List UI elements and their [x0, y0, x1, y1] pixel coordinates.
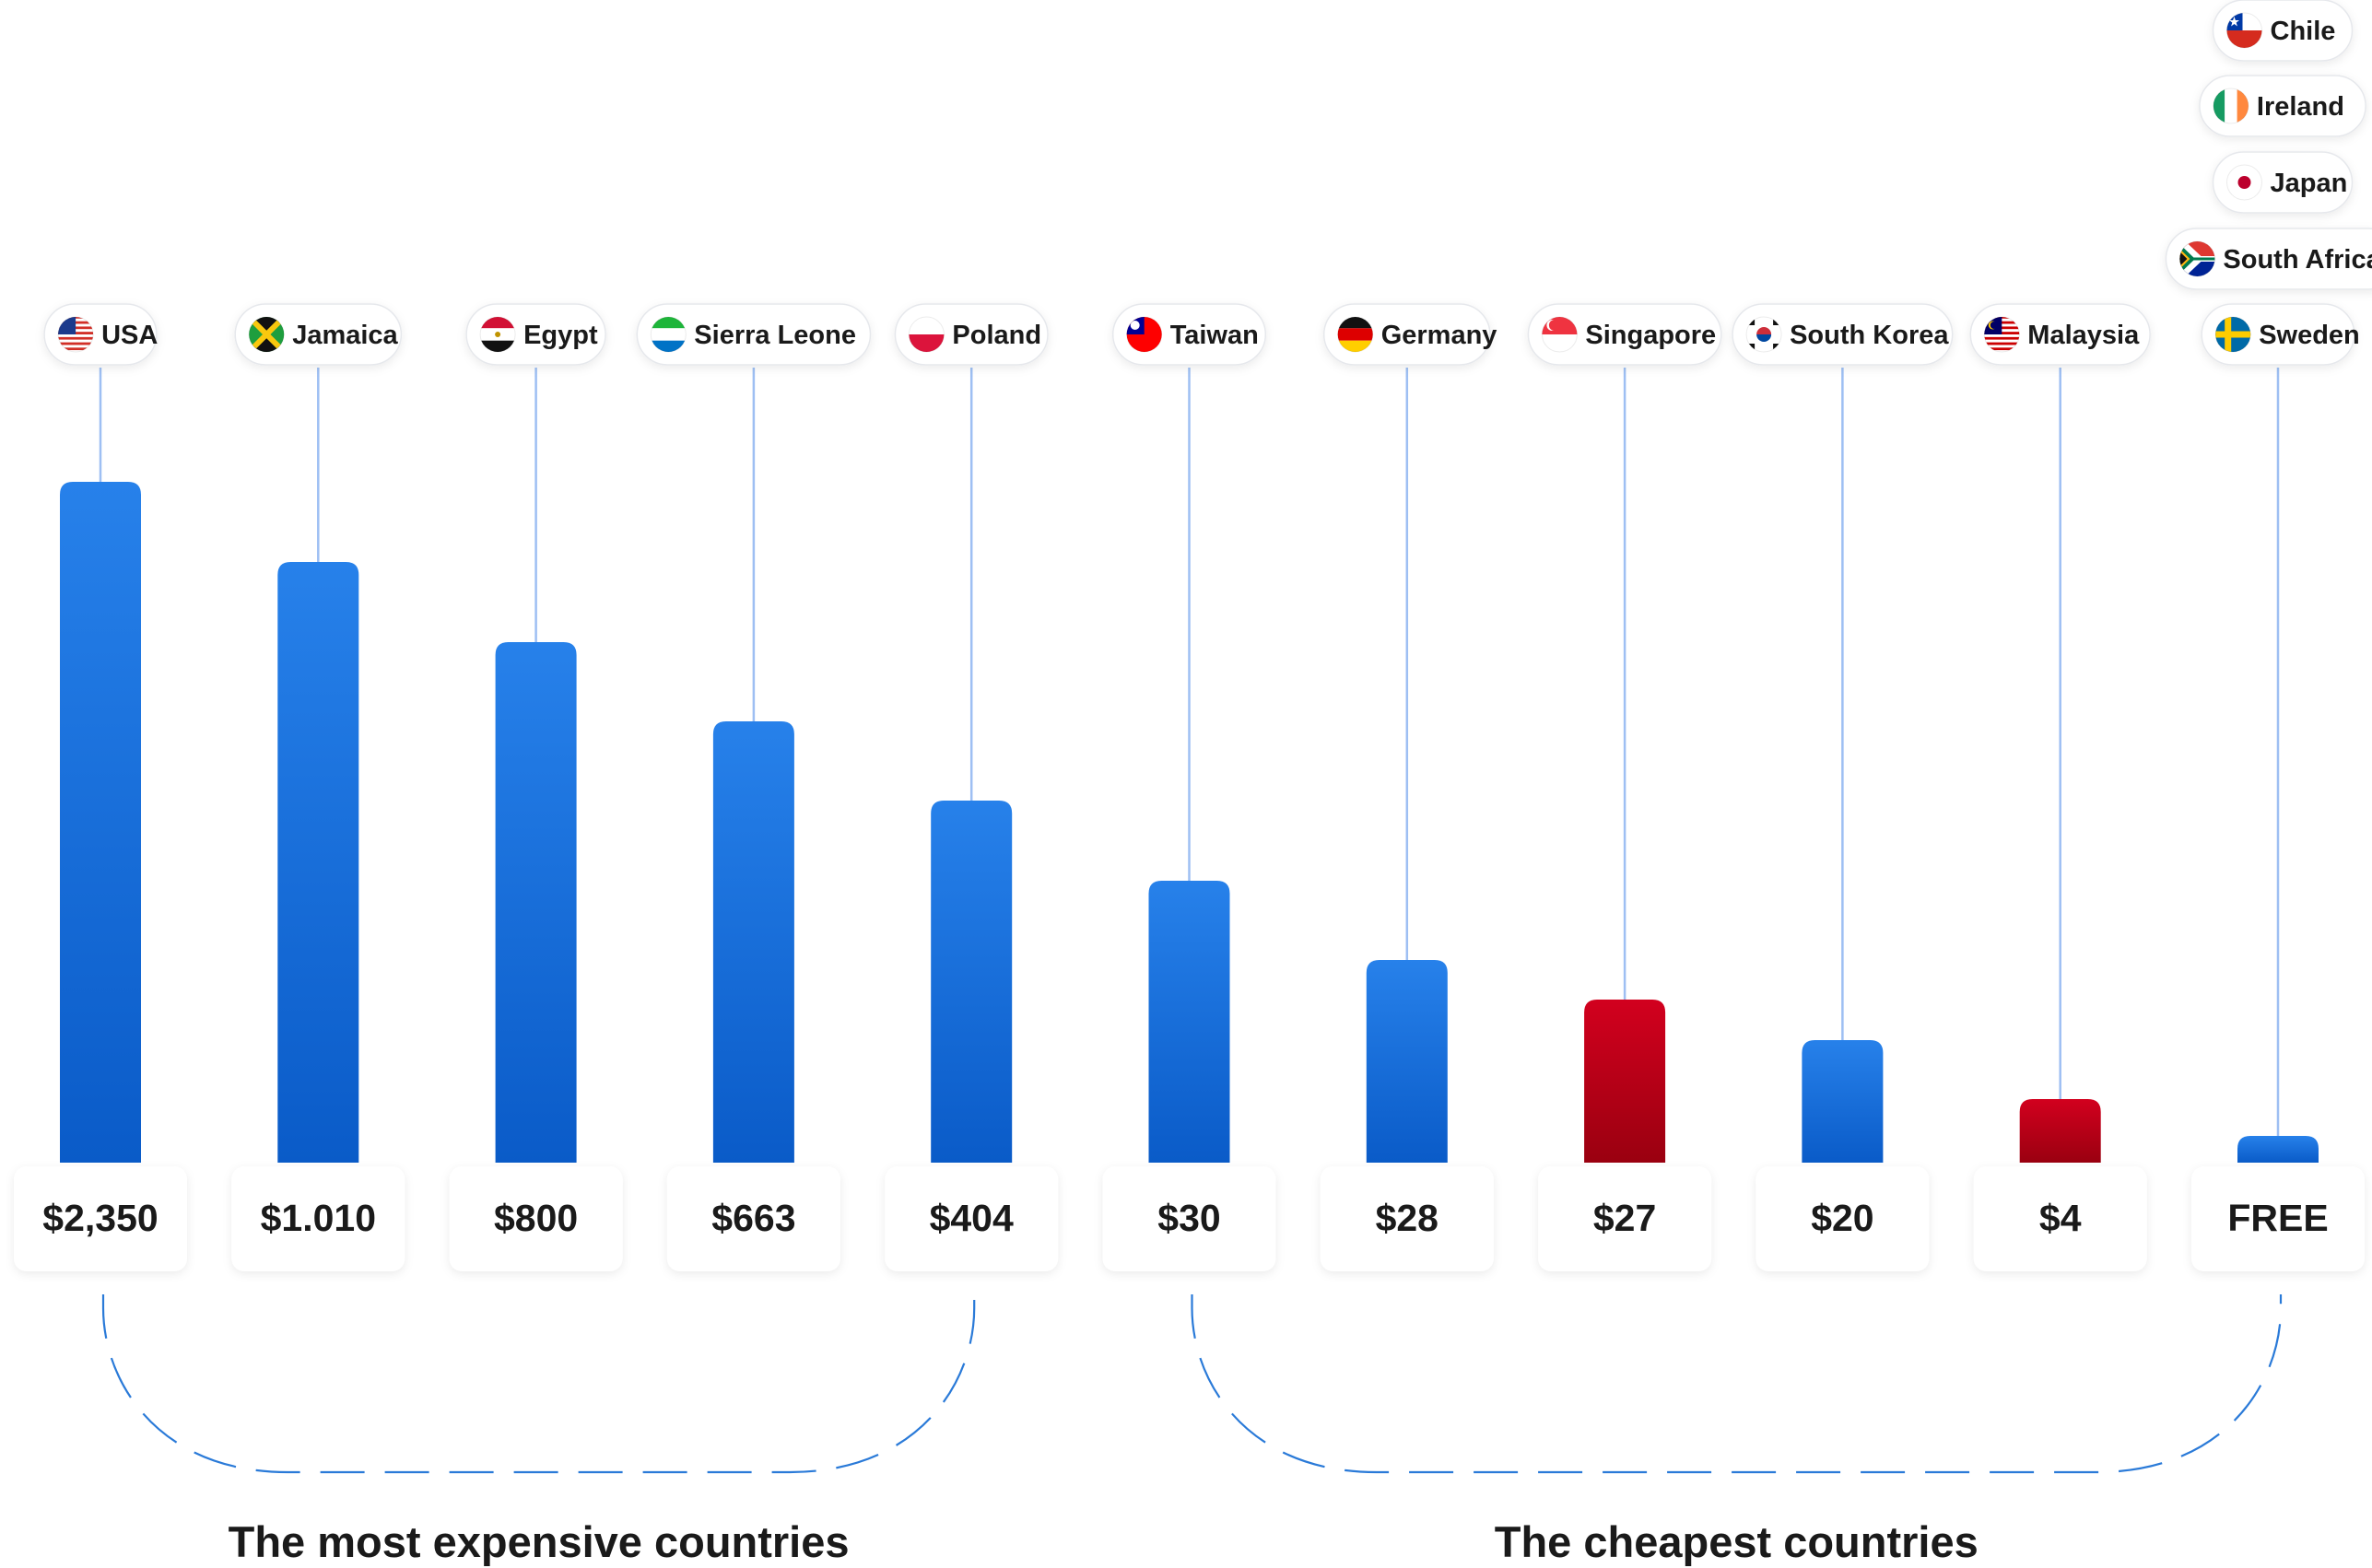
tick-label-south-africa-text: South Africa	[2223, 245, 2372, 275]
group-brace	[1191, 1294, 2283, 1474]
south-africa-flag-icon	[2178, 240, 2215, 277]
value-card: $800	[449, 1166, 623, 1271]
tick-label-malaysia-text: Malaysia	[2027, 321, 2140, 350]
group-title: The most expensive countries	[229, 1517, 850, 1566]
south-korea-flag-icon	[1745, 316, 1782, 353]
tick-label-poland: Poland	[894, 303, 1049, 366]
singapore-flag-icon	[1541, 316, 1578, 353]
bar-germany	[1366, 960, 1448, 1163]
malaysia-flag-icon	[1983, 316, 2020, 353]
bar-sweden	[2237, 1136, 2319, 1163]
data-label: $20	[1811, 1197, 1873, 1239]
data-label: $404	[930, 1197, 1014, 1239]
tick-label-south-korea: South Korea	[1732, 303, 1954, 366]
value-card: $4	[1973, 1166, 2147, 1271]
tick-label-malaysia: Malaysia	[1969, 303, 2151, 366]
tick-label-egypt: Egypt	[465, 303, 606, 366]
tick-label-sierra-leone: Sierra Leone	[636, 303, 872, 366]
taiwan-flag-icon	[1126, 316, 1163, 353]
sierra-leone-flag-icon	[650, 316, 687, 353]
data-label: $30	[1157, 1197, 1220, 1239]
poland-flag-icon	[908, 316, 945, 353]
tick-label-sweden: Sweden	[2201, 303, 2360, 366]
tick-label-ireland-text: Ireland	[2257, 92, 2344, 122]
data-label: FREE	[2227, 1197, 2328, 1239]
tick-label-poland-text: Poland	[952, 321, 1041, 350]
tick-label-south-africa: South Africa	[2165, 228, 2372, 290]
bar-egypt	[495, 642, 577, 1163]
tick-label-chile: Chile	[2212, 0, 2354, 62]
sweden-flag-icon	[2214, 316, 2251, 353]
value-card: $27	[1538, 1166, 1712, 1271]
tick-label-ireland: Ireland	[2199, 75, 2366, 137]
bar-singapore	[1584, 1000, 1666, 1163]
value-card: $30	[1102, 1166, 1276, 1271]
bar-jamaica	[277, 562, 359, 1163]
bar-taiwan	[1148, 881, 1230, 1163]
data-label: $800	[494, 1197, 578, 1239]
data-label: $1.010	[261, 1197, 376, 1239]
value-card: $1.010	[231, 1166, 405, 1271]
tick-label-south-korea-text: South Korea	[1790, 321, 1949, 350]
tick-label-germany: Germany	[1322, 303, 1497, 366]
group-title: The cheapest countries	[1495, 1517, 1979, 1566]
data-label: $2,350	[42, 1197, 158, 1239]
value-card: $404	[885, 1166, 1059, 1271]
tick-label-germany-text: Germany	[1381, 321, 1497, 350]
value-card: $663	[666, 1166, 840, 1271]
bar-malaysia	[2019, 1099, 2101, 1163]
data-label: $27	[1593, 1197, 1656, 1239]
bar-south-korea	[1802, 1040, 1884, 1163]
tick-label-singapore-text: Singapore	[1585, 321, 1716, 350]
tick-label-usa-text: USA	[101, 321, 158, 350]
tick-label-japan-text: Japan	[2271, 169, 2348, 198]
value-card: $20	[1756, 1166, 1930, 1271]
chile-flag-icon	[2226, 12, 2262, 49]
tick-label-sweden-text: Sweden	[2259, 321, 2360, 350]
bar-poland	[931, 801, 1013, 1163]
germany-flag-icon	[1337, 316, 1374, 353]
japan-flag-icon	[2226, 164, 2262, 201]
tick-label-chile-text: Chile	[2271, 17, 2336, 46]
tick-label-taiwan-text: Taiwan	[1170, 321, 1259, 350]
tick-label-japan: Japan	[2212, 151, 2354, 214]
egypt-flag-icon	[479, 316, 516, 353]
tick-label-jamaica-text: Jamaica	[292, 321, 398, 350]
tick-label-usa: USA	[43, 303, 158, 366]
data-label: $28	[1376, 1197, 1438, 1239]
ireland-flag-icon	[2213, 88, 2249, 124]
data-label: $663	[711, 1197, 795, 1239]
group-brace	[101, 1294, 976, 1474]
value-card: $2,350	[14, 1166, 187, 1271]
tick-label-taiwan: Taiwan	[1111, 303, 1267, 366]
jamaica-flag-icon	[248, 316, 285, 353]
usa-flag-icon	[57, 316, 94, 353]
value-card: FREE	[2191, 1166, 2365, 1271]
bar-usa	[60, 482, 141, 1163]
tick-label-egypt-text: Egypt	[523, 321, 598, 350]
value-card: $28	[1320, 1166, 1494, 1271]
data-label: $4	[2039, 1197, 2082, 1239]
tick-label-singapore: Singapore	[1527, 303, 1722, 366]
tick-label-sierra-leone-text: Sierra Leone	[694, 321, 856, 350]
tick-label-jamaica: Jamaica	[234, 303, 403, 366]
bar-sierra-leone	[712, 721, 794, 1163]
